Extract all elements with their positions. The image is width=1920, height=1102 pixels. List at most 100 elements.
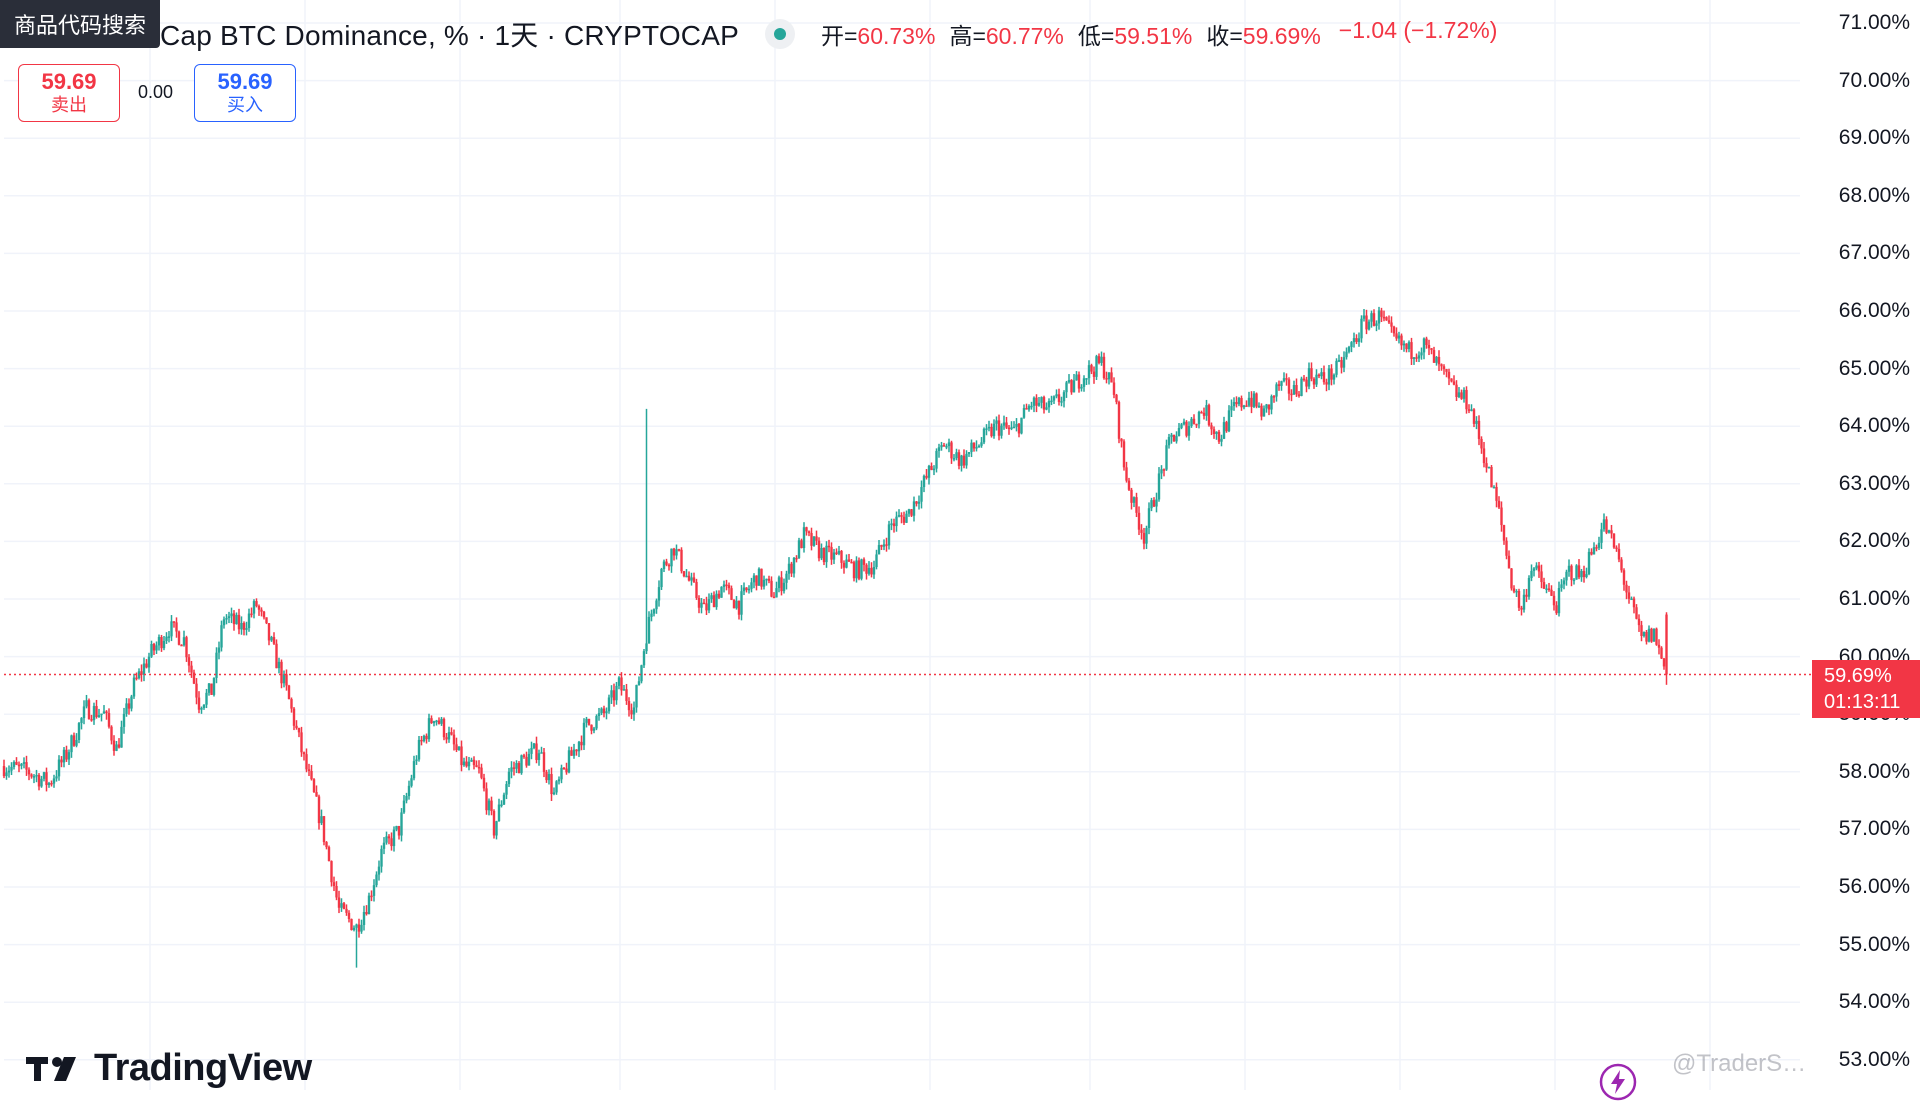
candle-body bbox=[1432, 350, 1436, 363]
y-tick-label: 71.00% bbox=[1838, 11, 1910, 34]
candle-body bbox=[1030, 405, 1033, 408]
candle-body bbox=[1607, 530, 1611, 533]
candle-body bbox=[1610, 530, 1613, 534]
watermark-text: @TraderS… bbox=[1672, 1050, 1807, 1077]
y-tick-label: 70.00% bbox=[1838, 68, 1910, 92]
candle-body bbox=[235, 614, 238, 625]
candle-body bbox=[1195, 423, 1198, 426]
candle-body bbox=[1275, 384, 1278, 397]
candle-body bbox=[1252, 393, 1256, 407]
candle-body bbox=[1080, 386, 1083, 389]
candle-body bbox=[977, 445, 981, 448]
candle-body bbox=[1205, 405, 1208, 416]
candle-body bbox=[1382, 316, 1386, 319]
candle-body bbox=[1452, 381, 1456, 385]
candle-body bbox=[1337, 360, 1341, 362]
candle-body bbox=[15, 761, 18, 765]
candle-body bbox=[1007, 427, 1011, 430]
candle-body bbox=[727, 585, 731, 589]
candle-body bbox=[1312, 378, 1316, 385]
candle-body bbox=[170, 621, 173, 637]
candle-body bbox=[360, 924, 363, 932]
candle-body bbox=[1167, 436, 1171, 446]
buy-button[interactable]: 59.69 买入 bbox=[194, 64, 296, 122]
candle-body bbox=[572, 749, 576, 756]
candle-body bbox=[1625, 584, 1628, 593]
candle-body bbox=[242, 623, 246, 630]
candle-body bbox=[1497, 500, 1501, 508]
candle-body bbox=[60, 759, 63, 763]
candle-body bbox=[837, 550, 841, 554]
candle-body bbox=[815, 536, 818, 541]
candle-body bbox=[1447, 371, 1451, 379]
candle-body bbox=[1240, 397, 1243, 408]
candle-body bbox=[1617, 548, 1621, 560]
candle-body bbox=[947, 442, 951, 447]
candle-body bbox=[840, 550, 843, 563]
candle-body bbox=[570, 750, 573, 756]
lightning-icon[interactable] bbox=[1598, 1062, 1638, 1102]
candle-body bbox=[975, 447, 978, 449]
candle-body bbox=[1492, 486, 1496, 489]
tradingview-logo[interactable]: TradingView bbox=[26, 1046, 312, 1090]
candle-body bbox=[1042, 397, 1046, 410]
candle-body bbox=[665, 561, 668, 565]
candle-body bbox=[852, 562, 856, 579]
candle-body bbox=[302, 752, 306, 755]
candle-body bbox=[282, 674, 286, 684]
symbol-title[interactable]: Cap BTC Dominance, % · 1天 · CRYPTOCAP bbox=[160, 20, 739, 51]
candle-body bbox=[1557, 588, 1561, 614]
candle-body bbox=[982, 428, 986, 443]
candle-body bbox=[1645, 631, 1648, 642]
candle-body bbox=[670, 548, 673, 567]
candle-body bbox=[217, 647, 221, 653]
candle-body bbox=[737, 600, 741, 615]
candle-body bbox=[612, 690, 616, 701]
candle-body bbox=[1450, 378, 1453, 382]
candle-body bbox=[1647, 628, 1651, 642]
candle-body bbox=[900, 515, 903, 517]
candle-body bbox=[147, 656, 151, 668]
candle-body bbox=[632, 707, 636, 715]
candle-body bbox=[1567, 565, 1571, 572]
candle-body bbox=[1262, 408, 1266, 417]
candle-body bbox=[195, 683, 198, 698]
candle-body bbox=[855, 560, 858, 579]
candle-body bbox=[167, 636, 171, 638]
candle-body bbox=[67, 752, 71, 760]
candle-body bbox=[65, 749, 68, 760]
candle-body bbox=[52, 778, 56, 784]
candle-body bbox=[377, 866, 381, 875]
candle-body bbox=[1315, 374, 1318, 385]
candle-body bbox=[1532, 568, 1536, 571]
candle-body bbox=[1110, 372, 1113, 383]
candle-body bbox=[607, 697, 611, 712]
sell-button[interactable]: 59.69 卖出 bbox=[18, 64, 120, 122]
candle-body bbox=[1507, 555, 1511, 569]
y-tick-label: 55.00% bbox=[1838, 932, 1910, 956]
candle-body bbox=[240, 623, 243, 630]
candle-body bbox=[22, 762, 26, 764]
candle-body bbox=[1600, 529, 1603, 543]
candle-body bbox=[660, 569, 663, 588]
y-tick-label: 61.00% bbox=[1838, 587, 1910, 610]
candle-body bbox=[370, 895, 373, 898]
candle-body bbox=[152, 644, 156, 651]
candle-body bbox=[362, 912, 366, 925]
candle-body bbox=[1592, 547, 1596, 555]
candle-body bbox=[140, 671, 143, 675]
candle-body bbox=[1017, 423, 1021, 434]
candle-body bbox=[340, 903, 343, 908]
candle-body bbox=[262, 611, 266, 618]
candle-body bbox=[937, 447, 941, 451]
candle-body bbox=[305, 754, 308, 770]
candle-body bbox=[697, 598, 701, 608]
candle-body bbox=[732, 599, 736, 609]
candle-body bbox=[985, 428, 988, 430]
tradingview-wordmark: TradingView bbox=[94, 1046, 312, 1089]
candle-body bbox=[710, 595, 713, 600]
candle-body bbox=[540, 752, 543, 754]
y-tick-label: 53.00% bbox=[1838, 1047, 1910, 1071]
market-status-icon[interactable] bbox=[764, 19, 795, 49]
